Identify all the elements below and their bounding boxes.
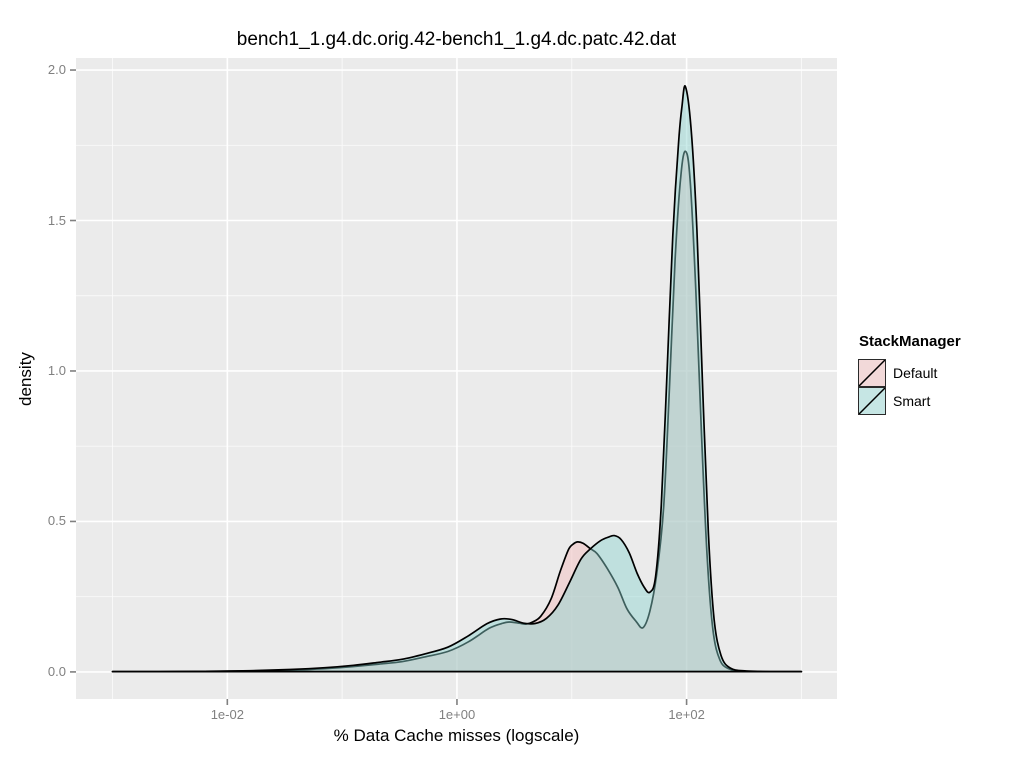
y-tick-label: 1.0 [47,362,66,378]
diagonal-line-icon [859,360,885,386]
y-tick-label: 2.0 [47,62,66,78]
legend-title: StackManager [859,333,961,350]
legend-label-default: Default [893,365,938,381]
axis-tick-marks [70,69,688,705]
legend-swatch-smart [858,387,886,415]
y-axis-label: density [16,352,35,406]
y-tick-label: 0.5 [47,513,66,529]
legend-key-default: Default [858,359,961,387]
legend-key-smart: Smart [858,387,961,415]
legend-swatch-default [858,359,886,387]
y-tick-label: 1.5 [47,212,66,228]
diagonal-line-icon [859,388,885,414]
legend: StackManager Default Smart [858,333,961,415]
x-axis-label: % Data Cache misses (logscale) [333,726,580,745]
x-tick-label: 1e-02 [210,707,244,722]
x-tick-label: 1e+00 [438,707,476,722]
y-tick-label: 0.0 [47,663,66,679]
plot-title: bench1_1.g4.dc.orig.42-bench1_1.g4.dc.pa… [236,29,677,50]
density-curve-smart [111,85,803,673]
x-tick-label: 1e+02 [668,707,705,722]
legend-label-smart: Smart [893,393,931,409]
